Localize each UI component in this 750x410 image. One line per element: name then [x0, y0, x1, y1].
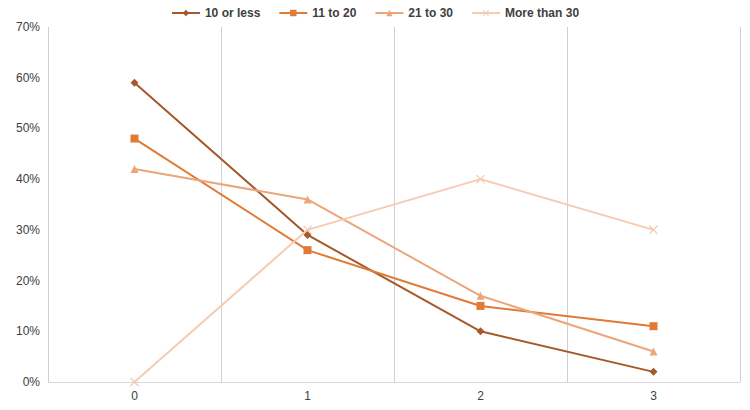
svg-text:30%: 30% — [16, 223, 40, 237]
svg-text:70%: 70% — [16, 20, 40, 34]
svg-text:0: 0 — [131, 389, 138, 403]
svg-text:2: 2 — [477, 389, 484, 403]
svg-text:50%: 50% — [16, 121, 40, 135]
svg-text:10%: 10% — [16, 324, 40, 338]
svg-text:60%: 60% — [16, 71, 40, 85]
svg-text:21 to 30: 21 to 30 — [408, 6, 453, 20]
svg-text:0%: 0% — [23, 375, 41, 389]
svg-text:20%: 20% — [16, 274, 40, 288]
svg-text:40%: 40% — [16, 172, 40, 186]
svg-text:More than 30: More than 30 — [505, 6, 579, 20]
svg-text:3: 3 — [650, 389, 657, 403]
svg-text:10 or less: 10 or less — [205, 6, 261, 20]
svg-text:1: 1 — [304, 389, 311, 403]
svg-text:11 to 20: 11 to 20 — [312, 6, 356, 20]
